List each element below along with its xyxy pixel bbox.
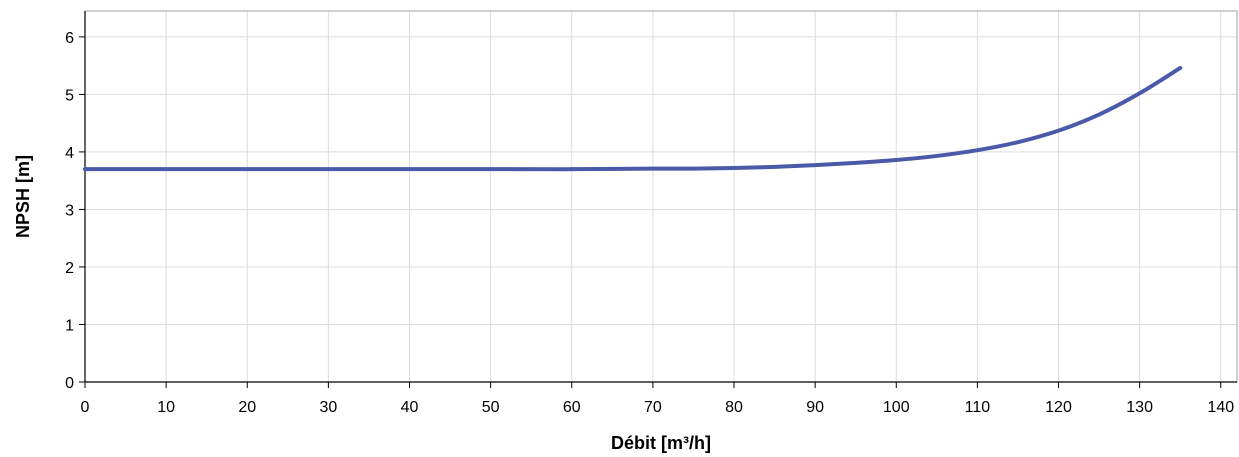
npsh-curve	[83, 65, 1183, 172]
x-tick-label: 140	[1207, 399, 1234, 416]
x-tick-label: 30	[319, 399, 337, 416]
y-tick-labels: 0 1 2 3 4 5 6	[65, 30, 74, 392]
y-tick-label: 2	[65, 260, 74, 277]
x-tick-label: 40	[401, 399, 419, 416]
x-tick-label: 0	[81, 399, 90, 416]
y-tick-label: 5	[65, 87, 74, 104]
y-axis-title: NPSH [m]	[13, 155, 33, 238]
x-tick-label: 110	[965, 399, 991, 416]
x-tick-labels: 0 10 20 30 40 50 60 70 80 90 100 110 120 130 140	[81, 399, 1235, 416]
x-tick-label: 120	[1045, 399, 1072, 416]
x-tick-label: 90	[806, 399, 824, 416]
x-tick-label: 100	[883, 399, 910, 416]
x-tick-label: 70	[644, 399, 662, 416]
series-layer	[83, 65, 1183, 172]
y-tick-label: 6	[65, 30, 74, 47]
x-tick-label: 80	[725, 399, 743, 416]
x-tick-label: 50	[482, 399, 500, 416]
plot-frame	[84, 10, 1238, 383]
x-tick-label: 60	[563, 399, 581, 416]
y-tick-label: 4	[65, 145, 74, 162]
x-tick-label: 10	[157, 399, 175, 416]
x-tick-label: 130	[1126, 399, 1153, 416]
y-tick-label: 0	[65, 375, 74, 392]
x-axis-title: Débit [m³/h]	[611, 433, 711, 453]
x-tick-label: 20	[238, 399, 256, 416]
axes	[79, 11, 1237, 388]
y-tick-label: 1	[65, 317, 74, 334]
grid-lines	[85, 11, 1237, 382]
y-tick-label: 3	[65, 202, 74, 219]
